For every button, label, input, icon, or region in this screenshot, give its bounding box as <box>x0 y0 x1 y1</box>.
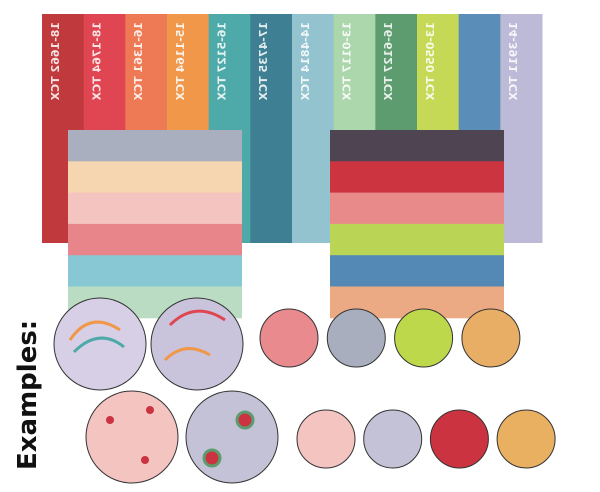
swatch-label: 13-0550 TCX <box>424 22 437 101</box>
swatch-label: 16-5127 TCX <box>216 22 229 101</box>
swatch-label: 15-1164 TCX <box>174 22 187 101</box>
examples-title: Examples: <box>13 320 43 470</box>
palette-band <box>330 255 504 287</box>
color-dot <box>429 409 489 469</box>
pattern-circles <box>53 297 279 484</box>
swatch <box>250 14 293 243</box>
palette-band <box>68 255 242 287</box>
swatch-label: 14-3911 TCX <box>507 22 520 101</box>
color-dot <box>363 409 423 469</box>
swatch-label: 18-1662 TCX <box>49 22 62 101</box>
palette-band <box>68 161 242 194</box>
color-dot <box>461 308 521 368</box>
swatch-label: 13-0117 TCX <box>341 22 354 101</box>
pattern-details <box>68 309 255 468</box>
palette-band <box>330 161 504 194</box>
swatch <box>500 14 543 243</box>
swatch <box>292 14 335 243</box>
color-dot <box>326 308 386 368</box>
palette-band <box>68 223 242 256</box>
palette-band <box>330 223 504 256</box>
palette-band <box>68 192 242 225</box>
swatch-label: 16-1361 TCX <box>132 22 145 101</box>
palette-band <box>68 130 242 162</box>
color-dot <box>496 409 556 469</box>
palette-band <box>330 192 504 225</box>
color-dot <box>259 308 319 368</box>
swatch-label: 14-4814 TCX <box>299 22 312 101</box>
swatch-label: 18-1764 TCX <box>91 22 104 101</box>
color-dot <box>296 409 356 469</box>
swatch-label: 17-4735 TCX <box>257 22 270 101</box>
palette-band <box>330 130 504 162</box>
color-dot <box>394 308 454 368</box>
swatch-label: 16-6127 TCX <box>382 22 395 101</box>
